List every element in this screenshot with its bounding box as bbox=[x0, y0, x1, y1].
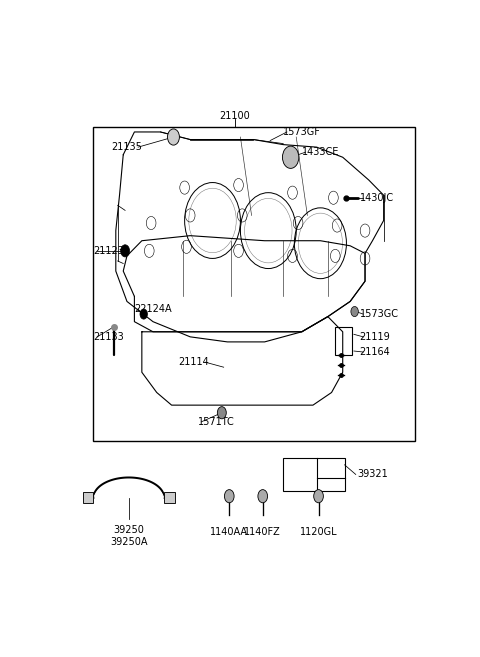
Text: 39250
39250A: 39250 39250A bbox=[110, 525, 147, 547]
Text: 1430JC: 1430JC bbox=[360, 193, 394, 203]
Text: 21119: 21119 bbox=[360, 332, 390, 342]
Text: 1573GF: 1573GF bbox=[283, 127, 321, 137]
Text: 21164: 21164 bbox=[360, 347, 390, 357]
Circle shape bbox=[258, 489, 267, 503]
Text: 21135: 21135 bbox=[111, 142, 142, 152]
Text: 22124A: 22124A bbox=[134, 304, 172, 314]
Text: 39321: 39321 bbox=[358, 470, 388, 480]
Circle shape bbox=[168, 129, 180, 145]
Circle shape bbox=[282, 146, 299, 168]
Circle shape bbox=[314, 489, 324, 503]
Circle shape bbox=[140, 309, 147, 319]
Text: 1140FZ: 1140FZ bbox=[244, 526, 281, 537]
Bar bbox=[83, 492, 94, 503]
Text: 1433CE: 1433CE bbox=[302, 147, 339, 157]
Text: 21114: 21114 bbox=[178, 357, 209, 367]
Bar bbox=[164, 492, 175, 503]
Text: 1573GC: 1573GC bbox=[360, 309, 398, 319]
Text: 21100: 21100 bbox=[219, 111, 250, 121]
Bar bbox=[94, 127, 415, 441]
Text: 1140AA: 1140AA bbox=[210, 526, 248, 537]
Circle shape bbox=[120, 245, 130, 257]
Circle shape bbox=[225, 489, 234, 503]
Circle shape bbox=[351, 306, 359, 317]
Bar bbox=[335, 327, 352, 355]
Bar bbox=[283, 459, 345, 491]
Text: 1571TC: 1571TC bbox=[198, 417, 234, 427]
Text: 1120GL: 1120GL bbox=[300, 526, 337, 537]
Text: 21123: 21123 bbox=[94, 246, 124, 256]
Text: 21133: 21133 bbox=[94, 332, 124, 342]
Circle shape bbox=[217, 407, 226, 419]
